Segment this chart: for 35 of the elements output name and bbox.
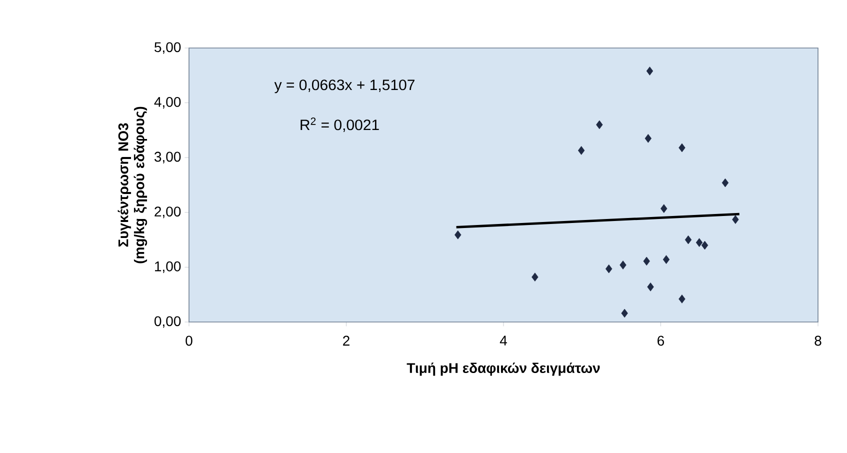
point [578,146,585,155]
y-axis-title: Συγκέντρωση NO3 (mg/kg ξηρού εδάφους) [118,106,148,264]
x-tick-label: 2 [343,336,350,346]
point [606,264,612,274]
annotation: R$^{2}$ = 0,0021 [300,117,379,132]
point [722,178,729,188]
point [532,272,538,282]
point [678,143,686,152]
point [684,235,692,244]
y-tick-label: 5,00 [154,42,181,54]
x-tick-label: 4 [500,336,507,346]
x-tick-label: 0 [186,336,192,346]
point [646,66,654,76]
point [696,238,703,247]
point [643,256,650,266]
point [620,260,626,270]
point [454,230,462,240]
point [660,204,668,213]
point [732,215,739,224]
point [701,240,708,250]
point [647,282,654,292]
y-tick-label: 1,00 [155,261,181,273]
point [596,120,603,130]
y-tick-label: 4,00 [154,97,181,109]
x-tick-label: 6 [658,336,664,346]
y-tick-label: 3,00 [154,152,181,164]
y-tick-label: 2,00 [154,206,181,218]
point [678,294,686,304]
x-axis-title: Τιμή pH εδαφικών δειγμάτων [406,362,600,376]
point [662,255,670,264]
y-tick-label: 0,00 [154,316,181,328]
point [644,134,652,143]
x-tick-label: 8 [814,336,822,346]
annotation: y = 0,0663x + 1,5107 [274,80,414,94]
point [621,308,628,318]
